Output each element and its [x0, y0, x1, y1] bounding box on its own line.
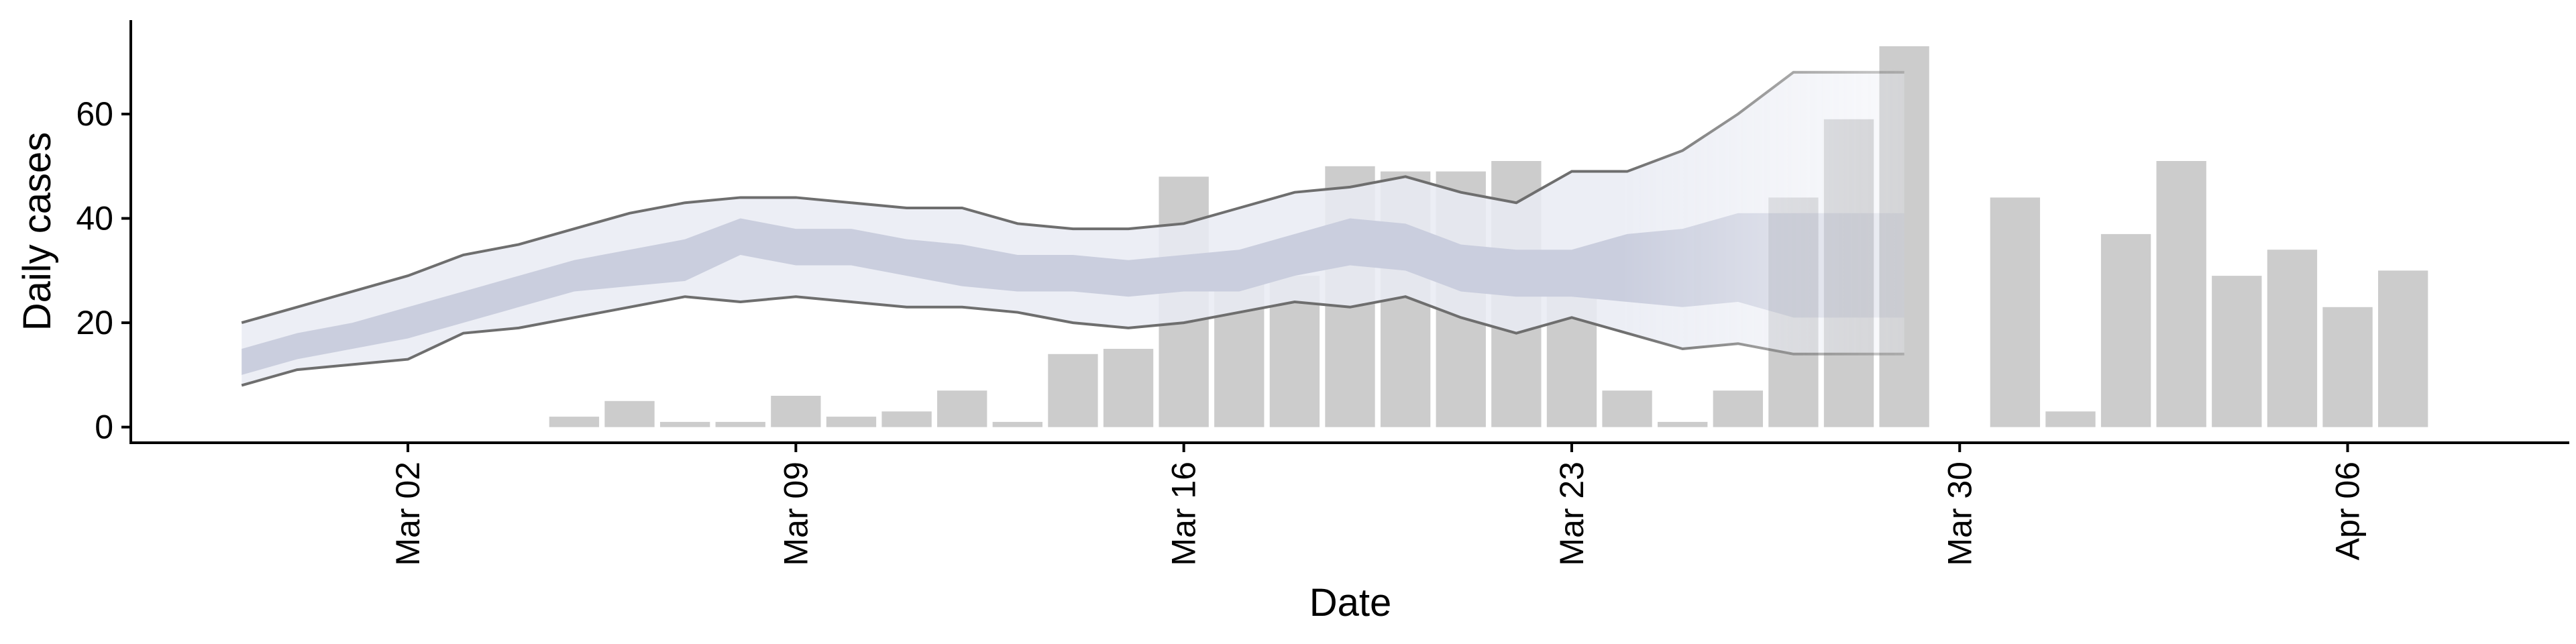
bar-2020-03-31	[1990, 197, 2041, 427]
y-tick-label-0: 0	[95, 409, 113, 446]
bar-2020-03-07	[659, 421, 710, 427]
x-tick-label-2020-03-02: Mar 02	[389, 462, 427, 566]
y-tick-label-60: 60	[76, 95, 113, 133]
upper-bound-line	[241, 70, 1904, 325]
bar-2020-03-12	[937, 390, 987, 427]
x-tick-label-2020-03-23: Mar 23	[1553, 462, 1591, 566]
bar-2020-03-05	[549, 417, 600, 427]
bar-2020-03-14	[1048, 354, 1098, 427]
bar-2020-04-01	[2045, 411, 2096, 427]
y-tick-label-20: 20	[76, 304, 113, 341]
bar-2020-03-13	[992, 421, 1042, 427]
lower-bound-line	[241, 295, 1904, 387]
y-axis-title: Daily cases	[15, 132, 59, 331]
axes-layer: 0 20 40 60 Mar 02 Mar 09 Mar 16 Mar 23 Mar 30 Apr…	[76, 20, 2569, 566]
bar-2020-04-06	[2322, 307, 2373, 427]
bar-2020-04-04	[2212, 276, 2262, 427]
bar-2020-04-07	[2377, 270, 2428, 427]
x-axis-title: Date	[1309, 581, 1392, 625]
x-tick-label-2020-04-06: Apr 06	[2329, 462, 2367, 560]
bar-2020-04-03	[2156, 161, 2206, 427]
bar-2020-03-10	[826, 417, 877, 427]
forecast-band-layer	[241, 70, 1904, 387]
bar-2020-03-25	[1658, 421, 1708, 427]
bar-2020-03-08	[715, 421, 765, 427]
bar-2020-03-15	[1103, 349, 1154, 427]
bar-2020-03-24	[1602, 390, 1652, 427]
x-tick-label-2020-03-16: Mar 16	[1165, 462, 1203, 566]
x-tick-label-2020-03-30: Mar 30	[1941, 462, 1978, 566]
bar-2020-04-05	[2267, 250, 2318, 427]
bar-2020-03-11	[881, 411, 932, 427]
bar-2020-03-09	[771, 396, 821, 427]
x-tick-label-2020-03-09: Mar 09	[777, 462, 814, 566]
bar-2020-03-06	[604, 400, 655, 427]
bar-2020-04-02	[2100, 233, 2151, 427]
inner-interval-band	[241, 213, 1904, 375]
y-tick-label-40: 40	[76, 200, 113, 237]
bar-2020-03-26	[1713, 390, 1763, 427]
